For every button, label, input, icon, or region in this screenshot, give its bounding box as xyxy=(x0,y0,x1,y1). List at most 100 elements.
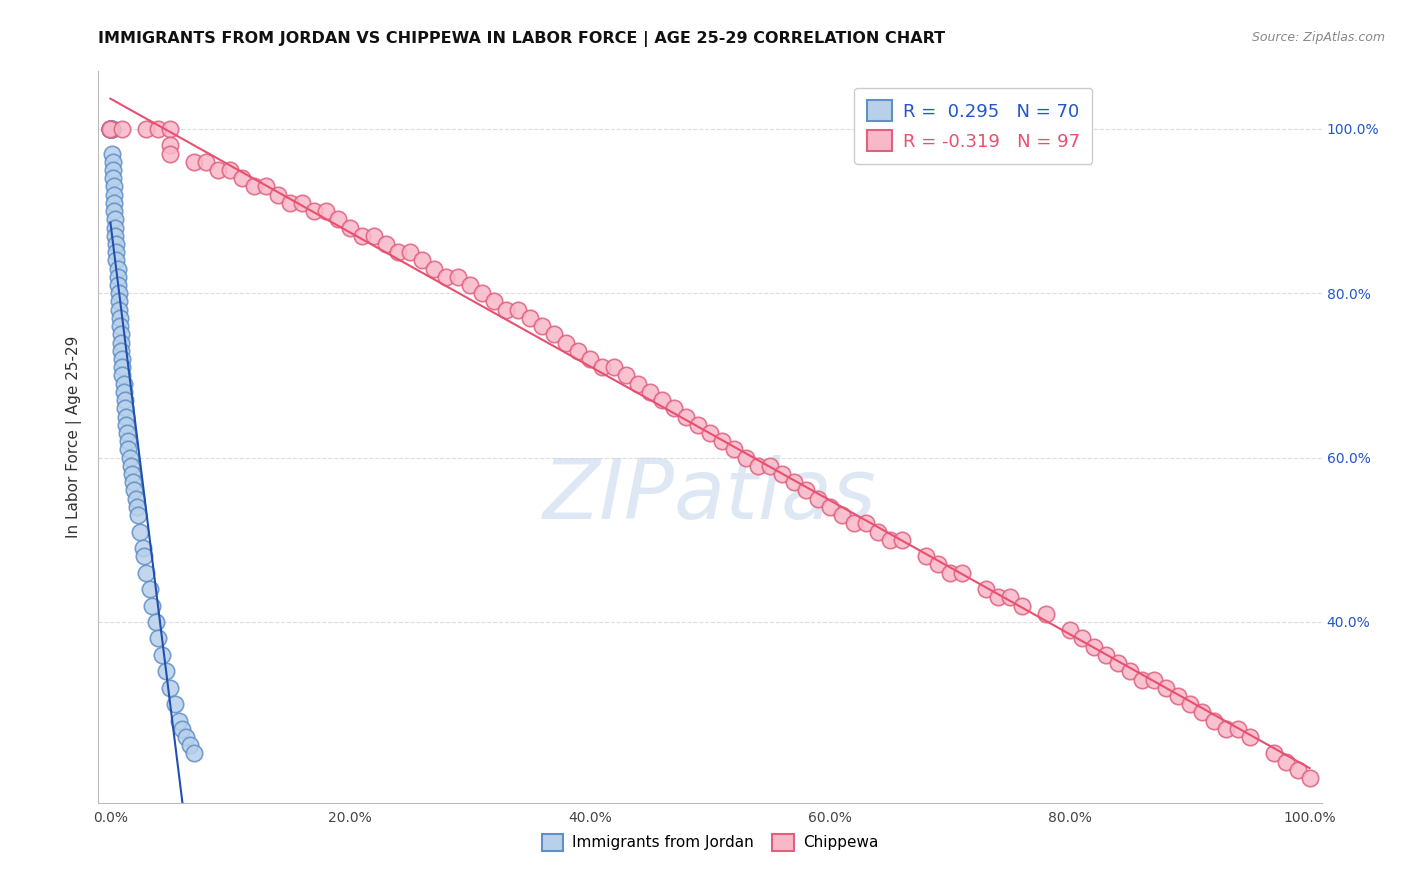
Point xyxy=(675,409,697,424)
Point xyxy=(1274,755,1296,769)
Point xyxy=(100,121,122,136)
Point xyxy=(686,417,709,432)
Point xyxy=(112,384,135,399)
Point xyxy=(747,458,769,473)
Point xyxy=(783,475,806,490)
Point xyxy=(135,566,157,580)
Point xyxy=(304,204,326,219)
Point xyxy=(1239,730,1261,744)
Point xyxy=(434,269,457,284)
Point xyxy=(495,302,517,317)
Point xyxy=(125,500,148,514)
Point xyxy=(100,121,122,136)
Point xyxy=(1215,722,1237,736)
Point xyxy=(555,335,578,350)
Point xyxy=(105,245,128,260)
Point xyxy=(167,714,190,728)
Point xyxy=(1154,681,1177,695)
Point xyxy=(831,508,853,523)
Point xyxy=(614,368,637,383)
Point xyxy=(100,121,122,136)
Point xyxy=(243,179,266,194)
Point xyxy=(699,425,721,440)
Point xyxy=(807,491,830,506)
Point xyxy=(165,697,187,711)
Point xyxy=(135,121,157,136)
Point xyxy=(1094,648,1116,662)
Point xyxy=(110,335,132,350)
Point xyxy=(254,179,277,194)
Point xyxy=(122,475,145,490)
Point xyxy=(651,393,673,408)
Point xyxy=(1070,632,1092,646)
Text: Source: ZipAtlas.com: Source: ZipAtlas.com xyxy=(1251,31,1385,45)
Text: ZIPatlas: ZIPatlas xyxy=(543,455,877,536)
Point xyxy=(759,458,782,473)
Point xyxy=(1011,599,1033,613)
Point xyxy=(1178,697,1201,711)
Point xyxy=(1191,706,1213,720)
Point xyxy=(120,458,142,473)
Point xyxy=(1167,689,1189,703)
Point xyxy=(100,121,122,136)
Point xyxy=(148,121,170,136)
Point xyxy=(103,204,125,219)
Point xyxy=(117,434,139,449)
Point xyxy=(1298,771,1320,785)
Point xyxy=(132,549,155,564)
Point xyxy=(638,384,661,399)
Point xyxy=(328,212,350,227)
Point xyxy=(411,253,433,268)
Point xyxy=(591,360,613,375)
Point xyxy=(108,294,129,309)
Point xyxy=(508,302,530,317)
Point xyxy=(100,121,122,136)
Point xyxy=(231,171,253,186)
Point xyxy=(567,343,589,358)
Point xyxy=(105,253,128,268)
Point xyxy=(1119,665,1142,679)
Point xyxy=(101,171,124,186)
Point xyxy=(458,278,481,293)
Point xyxy=(950,566,973,580)
Point xyxy=(114,401,136,416)
Point xyxy=(543,327,565,342)
Point xyxy=(339,220,361,235)
Point xyxy=(111,121,134,136)
Point xyxy=(107,278,129,293)
Point xyxy=(115,425,138,440)
Point xyxy=(174,730,197,744)
Point xyxy=(447,269,470,284)
Point xyxy=(111,368,134,383)
Point xyxy=(179,739,201,753)
Point xyxy=(1202,714,1225,728)
Point xyxy=(145,615,167,629)
Point xyxy=(1107,656,1129,670)
Point xyxy=(471,286,494,301)
Point xyxy=(1143,673,1166,687)
Point xyxy=(117,442,139,457)
Point xyxy=(423,261,446,276)
Point xyxy=(1226,722,1249,736)
Point xyxy=(115,409,138,424)
Point xyxy=(159,138,181,153)
Point xyxy=(127,508,149,523)
Point xyxy=(278,195,301,210)
Point xyxy=(103,179,125,194)
Point xyxy=(114,393,136,408)
Point xyxy=(129,524,152,539)
Point xyxy=(195,154,218,169)
Y-axis label: In Labor Force | Age 25-29: In Labor Force | Age 25-29 xyxy=(66,336,83,538)
Point xyxy=(915,549,938,564)
Point xyxy=(148,632,170,646)
Point xyxy=(118,450,141,465)
Point xyxy=(124,491,146,506)
Point xyxy=(108,302,129,317)
Point xyxy=(603,360,626,375)
Point xyxy=(842,516,865,531)
Point xyxy=(375,236,398,251)
Point xyxy=(927,558,949,572)
Point xyxy=(104,212,127,227)
Point xyxy=(100,121,122,136)
Point xyxy=(139,582,162,596)
